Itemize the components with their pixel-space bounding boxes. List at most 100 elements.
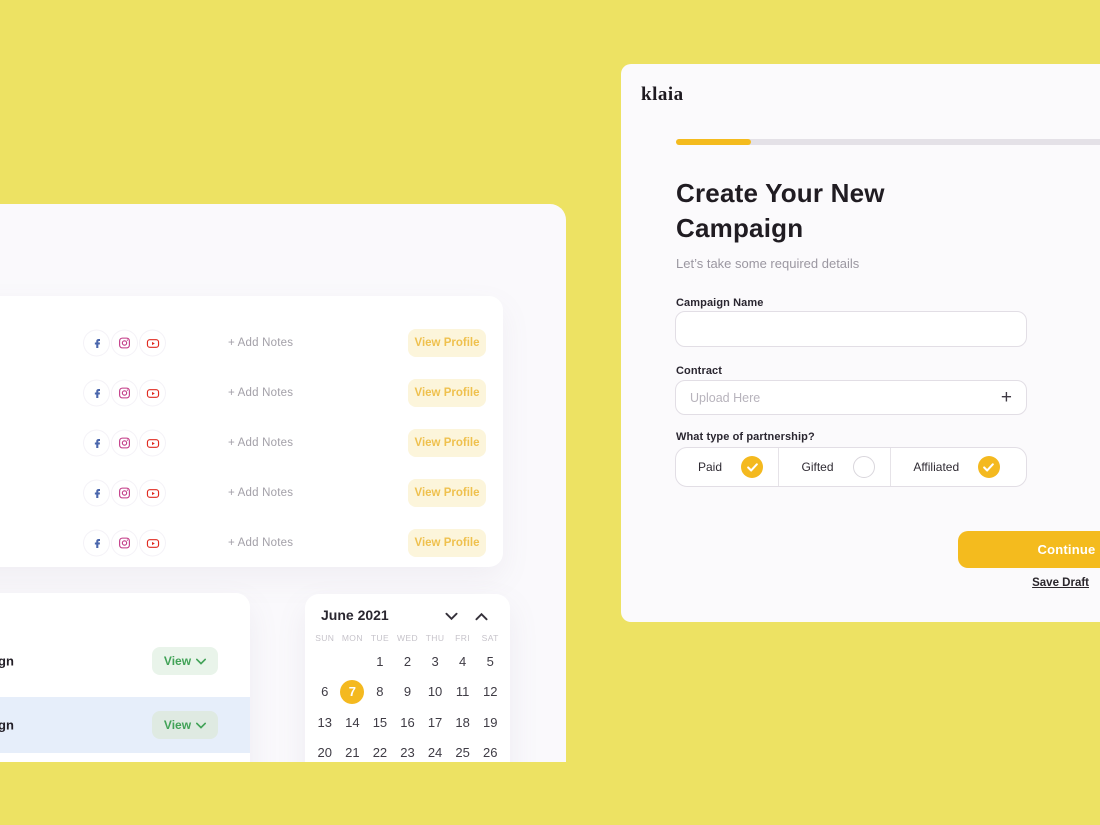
campaign-name-input[interactable] — [675, 311, 1027, 347]
view-profile-button[interactable]: View Profile — [408, 429, 486, 457]
continue-button[interactable]: Continue — [958, 531, 1100, 568]
campaign-list-card: gn View gn View — [0, 593, 250, 762]
calendar-day[interactable]: 16 — [400, 714, 415, 730]
calendar-grid: SUN MON TUE WED THU FRI SAT 1 2 3 4 5 6 … — [311, 630, 504, 762]
youtube-icon[interactable] — [140, 530, 165, 556]
social-icon-group — [84, 430, 165, 456]
calendar-day[interactable]: 11 — [455, 684, 470, 700]
facebook-icon[interactable] — [84, 530, 109, 556]
plus-icon[interactable]: + — [1000, 387, 1012, 408]
calendar-day[interactable]: 10 — [427, 684, 443, 700]
view-profile-button[interactable]: View Profile — [408, 479, 486, 507]
add-notes-link[interactable]: + Add Notes — [228, 387, 294, 399]
option-label: Affiliated — [913, 460, 960, 474]
calendar-day[interactable]: 6 — [321, 684, 329, 700]
calendar-day[interactable]: 9 — [403, 684, 412, 700]
partnership-option-gifted[interactable]: Gifted — [778, 448, 890, 486]
page-subtitle: Let’s take some required details — [676, 256, 860, 271]
table-row: + Add Notes View Profile — [0, 468, 503, 518]
option-label: Gifted — [801, 460, 834, 474]
social-icon-group — [84, 480, 165, 506]
youtube-icon[interactable] — [140, 330, 165, 356]
calendar-day[interactable]: 19 — [482, 714, 498, 730]
weekday-label: SUN — [315, 633, 335, 643]
calendar-day[interactable]: 8 — [376, 684, 384, 700]
calendar-day[interactable]: 23 — [400, 745, 415, 761]
youtube-icon[interactable] — [140, 380, 165, 406]
view-profile-button[interactable]: View Profile — [408, 329, 486, 357]
youtube-icon[interactable] — [140, 430, 165, 456]
klaia-logo: klaia — [641, 84, 684, 105]
calendar-day[interactable]: 2 — [403, 653, 412, 669]
calendar-day-empty — [339, 646, 367, 677]
view-dropdown-button[interactable]: View — [152, 711, 218, 739]
instagram-icon[interactable] — [112, 330, 137, 356]
calendar-day[interactable]: 3 — [431, 653, 439, 669]
check-icon[interactable] — [977, 456, 1000, 478]
partnership-option-affiliated[interactable]: Affiliated — [890, 448, 1026, 486]
chevron-up-icon[interactable] — [475, 608, 488, 626]
table-row: + Add Notes View Profile — [0, 368, 503, 418]
facebook-icon[interactable] — [84, 480, 109, 506]
calendar-day-empty — [311, 646, 339, 677]
add-notes-link[interactable]: + Add Notes — [228, 487, 294, 499]
partnership-option-paid[interactable]: Paid — [676, 448, 778, 486]
add-notes-link[interactable]: + Add Notes — [228, 437, 294, 449]
table-row: + Add Notes View Profile — [0, 418, 503, 468]
campaign-label: gn — [0, 653, 14, 669]
create-campaign-panel: klaia Create Your New Campaign Let’s tak… — [621, 64, 1100, 622]
calendar-day[interactable]: 15 — [372, 714, 388, 730]
calendar-day[interactable]: 18 — [455, 714, 470, 730]
view-dropdown-button[interactable]: View — [152, 647, 218, 675]
weekday-label: MON — [341, 633, 363, 643]
table-row: + Add Notes View Profile — [0, 318, 503, 368]
contract-upload-field[interactable]: Upload Here + — [675, 380, 1027, 415]
calendar-day-selected[interactable]: 7 — [339, 677, 367, 708]
chevron-down-icon — [196, 658, 207, 665]
save-draft-link[interactable]: Save Draft — [1032, 577, 1089, 589]
youtube-icon[interactable] — [140, 480, 165, 506]
calendar-month-label: June 2021 — [321, 607, 389, 623]
facebook-icon[interactable] — [84, 430, 109, 456]
social-icon-group — [84, 330, 165, 356]
calendar-day[interactable]: 21 — [345, 745, 360, 761]
influencer-table-card: + Add Notes View Profile + Add Notes Vie… — [0, 296, 503, 567]
add-notes-link[interactable]: + Add Notes — [228, 337, 294, 349]
calendar-day[interactable]: 22 — [372, 745, 388, 761]
calendar-day[interactable]: 17 — [427, 714, 443, 730]
instagram-icon[interactable] — [112, 480, 137, 506]
calendar-day[interactable]: 25 — [455, 745, 470, 761]
partnership-label: What type of partnership? — [676, 431, 815, 443]
page-title: Create Your New Campaign — [676, 178, 885, 243]
calendar-header: June 2021 — [321, 607, 498, 625]
view-profile-button[interactable]: View Profile — [408, 379, 486, 407]
progress-bar — [676, 139, 1100, 145]
instagram-icon[interactable] — [112, 530, 137, 556]
calendar-day[interactable]: 24 — [427, 745, 443, 761]
instagram-icon[interactable] — [112, 380, 137, 406]
calendar-day[interactable]: 4 — [459, 653, 467, 669]
weekday-label: TUE — [370, 633, 390, 643]
view-label: View — [163, 718, 192, 732]
calendar-day[interactable]: 5 — [486, 653, 494, 669]
campaign-label: gn — [0, 717, 14, 733]
social-icon-group — [84, 530, 165, 556]
facebook-icon[interactable] — [84, 380, 109, 406]
calendar-day[interactable]: 1 — [376, 653, 384, 669]
calendar-day[interactable]: 13 — [317, 714, 333, 730]
check-icon[interactable] — [741, 456, 764, 478]
selected-day-number: 7 — [340, 679, 365, 704]
add-notes-link[interactable]: + Add Notes — [228, 537, 294, 549]
calendar-day[interactable]: 14 — [345, 714, 360, 730]
chevron-down-icon[interactable] — [445, 608, 458, 626]
radio-empty-icon[interactable] — [853, 456, 876, 478]
facebook-icon[interactable] — [84, 330, 109, 356]
view-profile-button[interactable]: View Profile — [408, 529, 486, 557]
influencer-panel: + Add Notes View Profile + Add Notes Vie… — [0, 204, 566, 762]
calendar-day[interactable]: 20 — [317, 745, 333, 761]
weekday-label: THU — [425, 633, 445, 643]
calendar-day[interactable]: 12 — [482, 684, 498, 700]
weekday-label: FRI — [455, 633, 471, 643]
instagram-icon[interactable] — [112, 430, 137, 456]
calendar-day[interactable]: 26 — [482, 745, 498, 761]
